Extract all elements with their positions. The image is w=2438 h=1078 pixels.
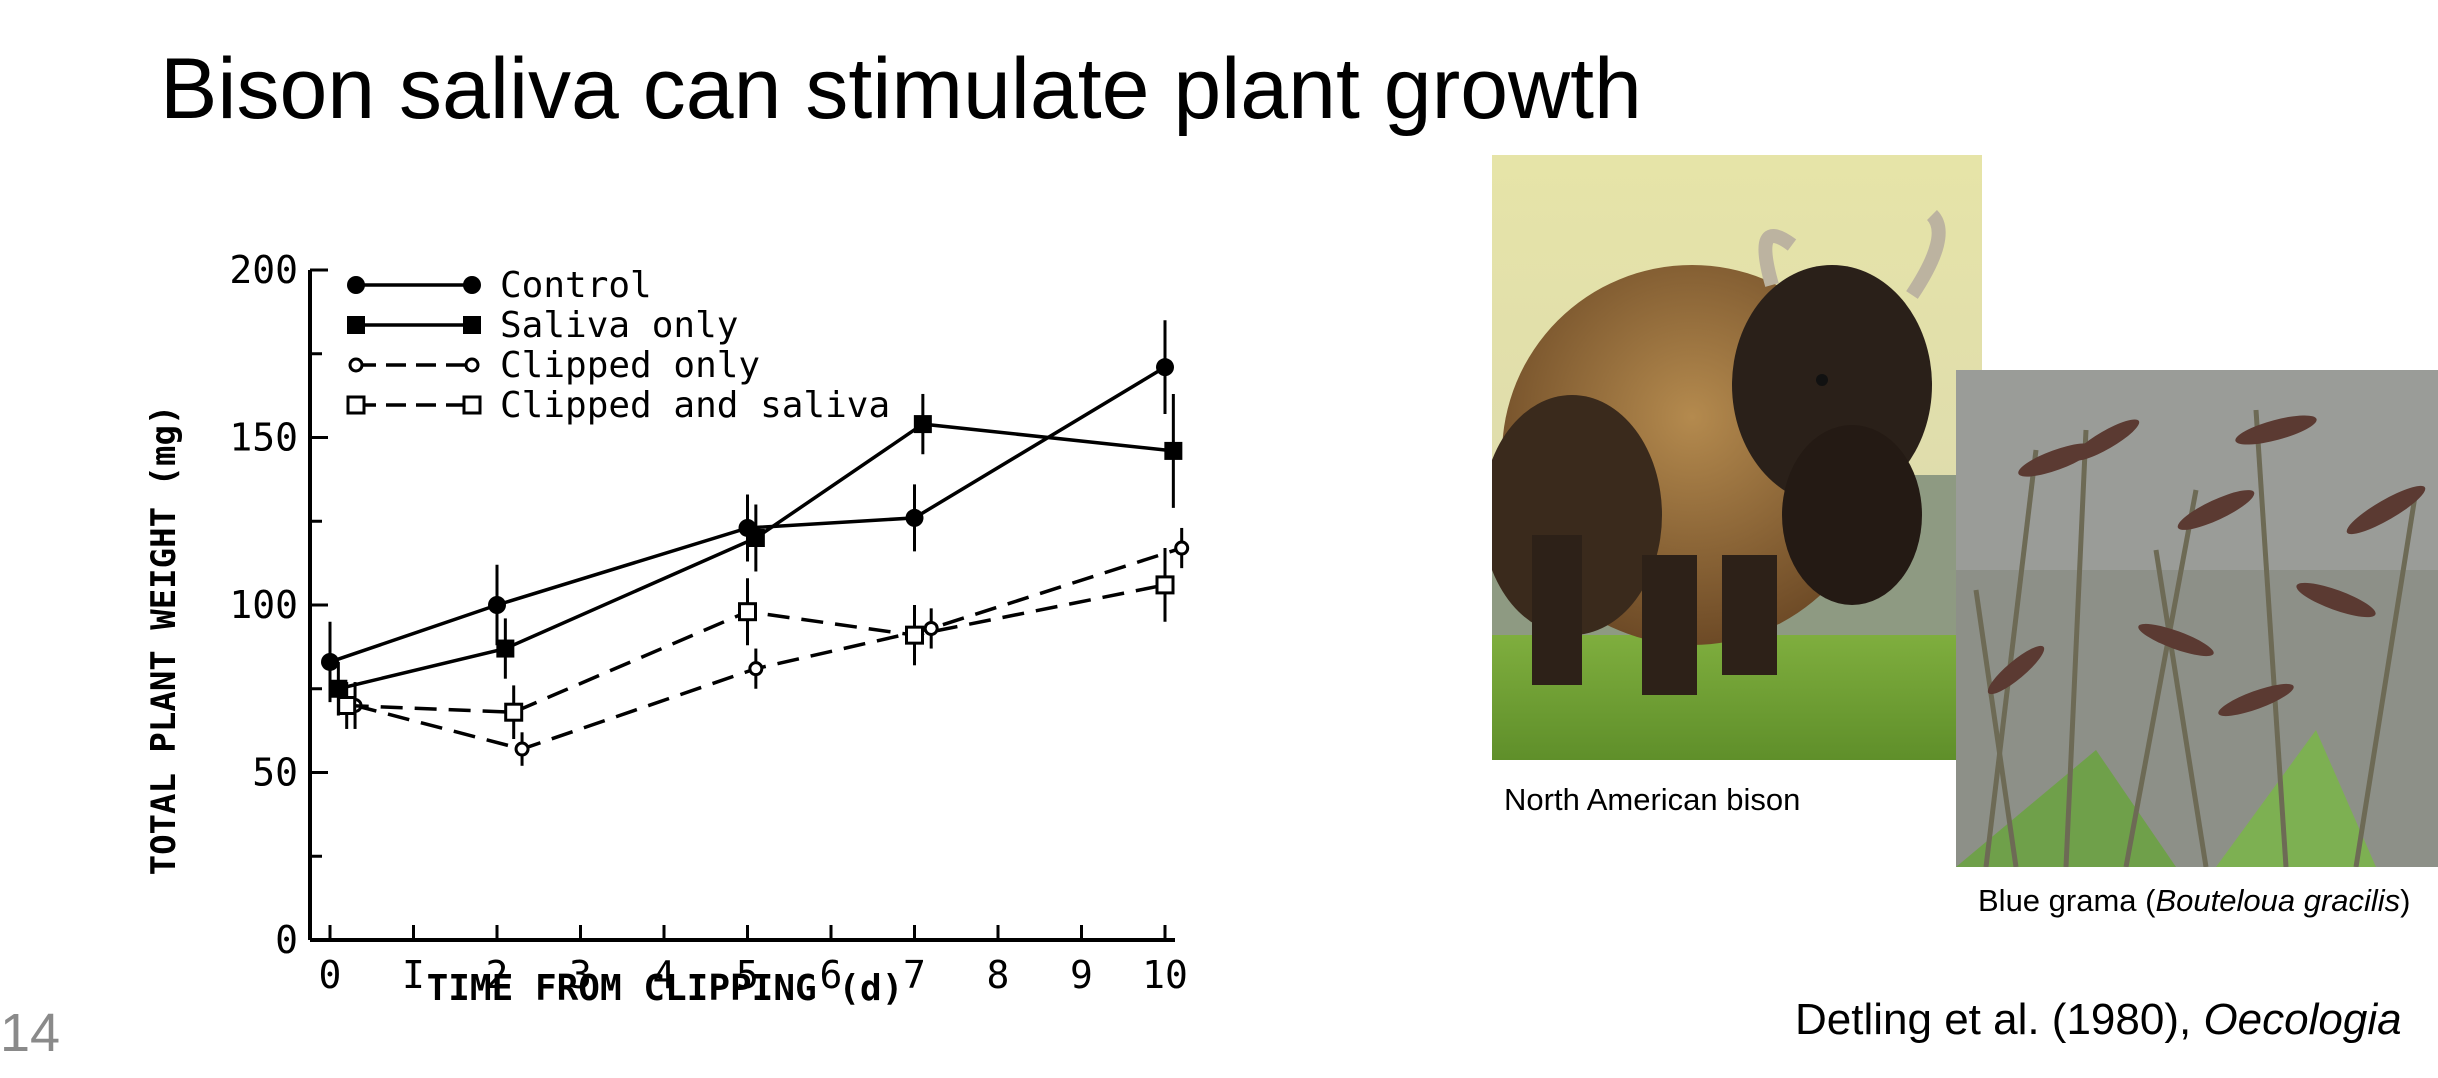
citation-journal: Oecologia: [2203, 995, 2402, 1044]
page-number: 14: [0, 1003, 61, 1063]
blue-grama-caption: Blue grama (Bouteloua gracilis): [1978, 883, 2411, 919]
data-point: [738, 602, 757, 622]
chart-axes: 0 50 100 150 200 0 I 2 3 4 5 6 7 8 9 10: [229, 248, 1188, 997]
data-point: [1174, 540, 1190, 556]
data-point: [504, 702, 524, 722]
data-point: [347, 316, 365, 334]
data-point: [321, 652, 339, 671]
x-tick-label: 10: [1142, 953, 1188, 997]
series-clipped-and-saliva: [337, 548, 1175, 739]
data-point: [1164, 441, 1183, 460]
series-saliva-only: [329, 393, 1183, 716]
legend-item: Saliva only: [347, 305, 738, 346]
x-axis-label: TIME FROM CLIPPING (d): [427, 968, 904, 1009]
citation-authors: Detling et al. (1980),: [1795, 995, 2204, 1044]
legend-item: Clipped and saliva: [346, 385, 890, 426]
data-point: [1155, 575, 1175, 595]
y-tick-label: 200: [229, 248, 298, 292]
data-point: [496, 639, 515, 658]
data-point: [462, 395, 482, 415]
bison-caption: North American bison: [1504, 782, 1801, 817]
citation: Detling et al. (1980), Oecologia: [1795, 995, 2402, 1045]
x-tick-label: 2: [486, 953, 509, 997]
x-tick-label: 3: [569, 953, 592, 997]
data-point: [329, 679, 348, 698]
data-point: [348, 357, 364, 373]
x-tick-label: 7: [903, 953, 926, 997]
series-clipped-only: [347, 527, 1190, 766]
x-tick-label: 5: [736, 953, 759, 997]
legend-label: Saliva only: [500, 305, 738, 346]
data-point: [346, 395, 366, 415]
legend-label: Clipped only: [500, 345, 760, 386]
data-point: [463, 276, 481, 294]
x-tick-label: 0: [319, 953, 342, 997]
data-point: [923, 620, 939, 636]
data-point: [746, 529, 765, 547]
blue-grama-photo: [1956, 370, 2438, 867]
data-point: [337, 696, 357, 715]
grass-caption-suffix: ): [2400, 883, 2411, 918]
y-axis-label: TOTAL PLANT WEIGHT (mg): [144, 405, 184, 876]
grass-caption-prefix: Blue grama (: [1978, 883, 2156, 918]
bison-photo: [1492, 155, 1982, 760]
data-point: [347, 276, 365, 294]
x-tick-label: I: [402, 953, 425, 997]
y-tick-label: 0: [275, 918, 298, 962]
slide-title: Bison saliva can stimulate plant growth: [160, 41, 1642, 137]
x-tick-label: 9: [1070, 953, 1093, 997]
y-tick-label: 100: [229, 583, 298, 627]
x-tick-label: 6: [820, 953, 843, 997]
data-point: [748, 661, 764, 677]
grass-caption-species: Bouteloua gracilis: [2155, 883, 2401, 918]
data-point: [463, 316, 481, 334]
data-point: [905, 625, 924, 645]
legend-item: Control: [347, 265, 652, 306]
data-point: [488, 596, 506, 614]
y-tick-label: 150: [229, 416, 298, 460]
chart-series: [321, 320, 1190, 766]
series-control: [321, 320, 1174, 703]
data-point: [464, 357, 480, 373]
data-point: [905, 508, 924, 527]
data-point: [913, 415, 932, 434]
y-tick-label: 50: [252, 751, 298, 795]
series-line: [354, 546, 1183, 751]
legend-label: Clipped and saliva: [500, 385, 890, 426]
legend-item: Clipped only: [348, 345, 760, 386]
data-point: [1156, 358, 1174, 377]
legend-label: Control: [500, 265, 652, 306]
data-point: [514, 741, 530, 757]
x-tick-label: 4: [653, 953, 676, 997]
x-tick-label: 8: [987, 953, 1010, 997]
